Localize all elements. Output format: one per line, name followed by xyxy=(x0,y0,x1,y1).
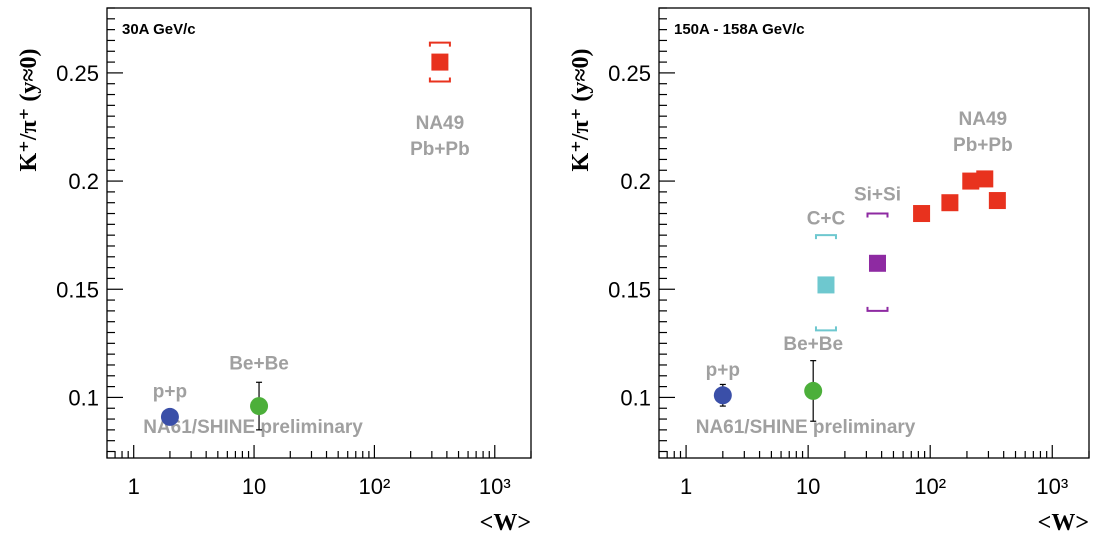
data-point xyxy=(988,192,1006,210)
plot-frame xyxy=(106,7,532,459)
annotation: p+p xyxy=(706,360,740,381)
data-points xyxy=(160,41,451,431)
data-point xyxy=(817,276,835,294)
syst-bracket xyxy=(866,306,889,312)
x-tick-label: 10 xyxy=(242,474,266,499)
x-tick-labels: 1 10 10² 10³ xyxy=(128,474,511,499)
syst-bracket xyxy=(428,77,451,83)
data-point xyxy=(160,407,179,426)
plot-frame xyxy=(658,7,1090,459)
data-point xyxy=(913,205,931,223)
y-tick-label: 0.15 xyxy=(56,277,99,302)
syst-bracket xyxy=(814,326,837,332)
y-tick-label: 0.25 xyxy=(608,61,651,86)
x-tick-labels: 1 10 10² 10³ xyxy=(680,474,1068,499)
annotation: Pb+Pb xyxy=(953,135,1013,156)
annotation: Si+Si xyxy=(854,185,901,206)
y-tick-label: 0.1 xyxy=(68,385,99,410)
x-tick-label: 1 xyxy=(680,474,692,499)
data-point xyxy=(962,172,980,190)
data-point xyxy=(713,386,732,405)
x-axis-title: <W> xyxy=(480,510,531,536)
annotation: Be+Be xyxy=(229,353,289,374)
axis-ticks xyxy=(106,7,532,458)
y-tick-label: 0.15 xyxy=(608,277,651,302)
syst-bracket xyxy=(866,212,889,218)
annotations: p+p Be+Be NA49 Pb+Pb NA61/SHINE preliminary xyxy=(143,113,469,438)
x-tick-label: 10³ xyxy=(479,474,511,499)
annotation: NA61/SHINE preliminary xyxy=(696,417,916,438)
y-tick-labels: 0.1 0.15 0.2 0.25 xyxy=(56,61,99,411)
y-tick-label: 0.2 xyxy=(68,169,99,194)
panel-label: 150A - 158A GeV/c xyxy=(674,21,805,38)
y-tick-label: 0.2 xyxy=(620,169,651,194)
annotation: p+p xyxy=(153,381,187,402)
panel-label: 30A GeV/c xyxy=(122,21,196,38)
syst-bracket xyxy=(428,41,451,47)
annotation: Be+Be xyxy=(783,334,843,355)
x-tick-label: 1 xyxy=(128,474,140,499)
x-tick-label: 10² xyxy=(914,474,946,499)
x-tick-label: 10² xyxy=(359,474,391,499)
data-point xyxy=(804,381,823,400)
annotations: p+p Be+Be C+C Si+Si NA49 Pb+Pb NA61/SHINE prel… xyxy=(696,109,1013,438)
annotation: NA49 xyxy=(959,109,1008,130)
annotation: Pb+Pb xyxy=(410,139,470,160)
y-tick-label: 0.25 xyxy=(56,61,99,86)
x-tick-label: 10³ xyxy=(1036,474,1068,499)
data-point xyxy=(941,194,959,212)
y-tick-labels: 0.1 0.15 0.2 0.25 xyxy=(608,61,651,411)
data-point xyxy=(250,397,269,416)
y-axis-title: K⁺/π⁺ (y≈0) xyxy=(568,49,594,172)
left-panel: 30A GeV/c 1 10 10² 10³ 0.1 0.15 0.2 0.25 K⁺/π⁺… xyxy=(16,7,532,536)
data-points xyxy=(713,170,1006,422)
axis-ticks xyxy=(658,7,1090,458)
x-tick-label: 10 xyxy=(796,474,820,499)
annotation: C+C xyxy=(807,208,846,229)
data-point xyxy=(431,53,449,71)
x-axis-title: <W> xyxy=(1038,510,1089,536)
y-axis-title: K⁺/π⁺ (y≈0) xyxy=(16,49,42,172)
data-point xyxy=(976,170,994,188)
right-panel: 150A - 158A GeV/c 1 10 10² 10³ 0.10.150.20.… xyxy=(568,7,1090,536)
annotation: NA61/SHINE preliminary xyxy=(143,417,363,438)
annotation: NA49 xyxy=(416,113,465,134)
data-point xyxy=(868,254,886,272)
y-tick-label: 0.1 xyxy=(620,385,651,410)
syst-bracket xyxy=(814,234,837,240)
